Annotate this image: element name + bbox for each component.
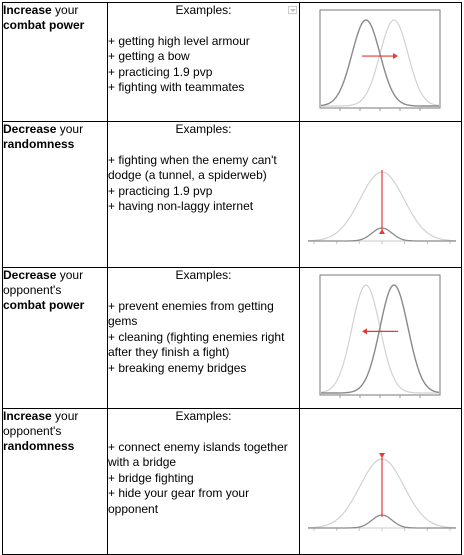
examples-header: Examples:: [175, 409, 232, 423]
list-item: + getting high level armour: [108, 33, 250, 48]
list-item: + practicing 1.9 pvp: [108, 183, 213, 198]
label-verb: Decrease: [3, 268, 57, 282]
examples-header: Examples:: [175, 122, 232, 136]
examples-header: Examples:: [175, 268, 232, 282]
table-row: Increase your combat power Examples: + ge…: [2, 2, 462, 122]
row-label: Decrease your opponent's combat power: [2, 267, 108, 409]
examples-cell: Examples: + prevent enemies from getting…: [107, 267, 300, 409]
arrow-head-icon: [379, 229, 385, 234]
arrow-head-icon: [393, 53, 398, 60]
shift-left-plot: [319, 274, 441, 398]
list-item: + getting a bow: [108, 49, 190, 63]
examples-cell: Examples: + fighting when the enemy can'…: [107, 121, 300, 268]
plot-cell: [299, 267, 462, 409]
label-subject: your: [56, 122, 84, 136]
dropdown-icon[interactable]: [288, 6, 297, 14]
list-item: + having non-laggy internet: [108, 199, 254, 213]
label-verb: Increase: [3, 409, 52, 423]
list-item: + fighting when the enemy can't dodge (a…: [108, 152, 277, 183]
list-item: + connect enemy islands together with a …: [108, 439, 288, 470]
list-item: + cleaning (fighting enemies right after…: [108, 329, 285, 360]
label-subject: your opponent's: [3, 268, 84, 297]
examples-cell: Examples: + connect enemy islands togeth…: [107, 408, 300, 555]
table-row: Increase your opponent's randomness Examp…: [2, 408, 462, 555]
plot-cell: [299, 2, 462, 122]
list-item: + practicing 1.9 pvp: [108, 64, 213, 79]
plot-cell: [299, 408, 462, 555]
list-item: + breaking enemy bridges: [108, 360, 247, 375]
examples-header: Examples:: [175, 3, 232, 17]
narrowing-plot: [307, 170, 457, 244]
arrow-head-icon: [362, 328, 367, 335]
table-row: Decrease your opponent's combat power Exa…: [2, 267, 462, 409]
label-quantity: combat power: [3, 18, 85, 32]
examples-cell: Examples: + getting high level armour + …: [107, 2, 300, 122]
row-label: Increase your combat power: [2, 2, 108, 122]
label-subject: your opponent's: [3, 409, 79, 438]
original-curve: [321, 284, 440, 394]
list-item: + bridge fighting: [108, 470, 194, 485]
shift-right-plot: [319, 9, 441, 111]
label-subject: your: [51, 3, 79, 17]
label-quantity: combat power: [3, 298, 85, 312]
plot-cell: [299, 121, 462, 268]
arrow-head-icon: [379, 453, 385, 458]
widening-plot: [307, 453, 457, 531]
row-label: Decrease your randomness: [2, 121, 108, 268]
label-verb: Decrease: [3, 122, 57, 136]
table-row: Decrease your randomness Examples: + figh…: [2, 121, 462, 268]
label-verb: Increase: [3, 3, 52, 17]
list-item: + prevent enemies from getting gems: [108, 298, 274, 329]
original-curve: [320, 19, 439, 107]
label-quantity: randomness: [3, 439, 75, 453]
row-label: Increase your opponent's randomness: [2, 408, 108, 555]
label-quantity: randomness: [3, 137, 75, 151]
list-item: + hide your gear from your opponent: [108, 486, 250, 516]
list-item: + fighting with teammates: [108, 80, 245, 94]
